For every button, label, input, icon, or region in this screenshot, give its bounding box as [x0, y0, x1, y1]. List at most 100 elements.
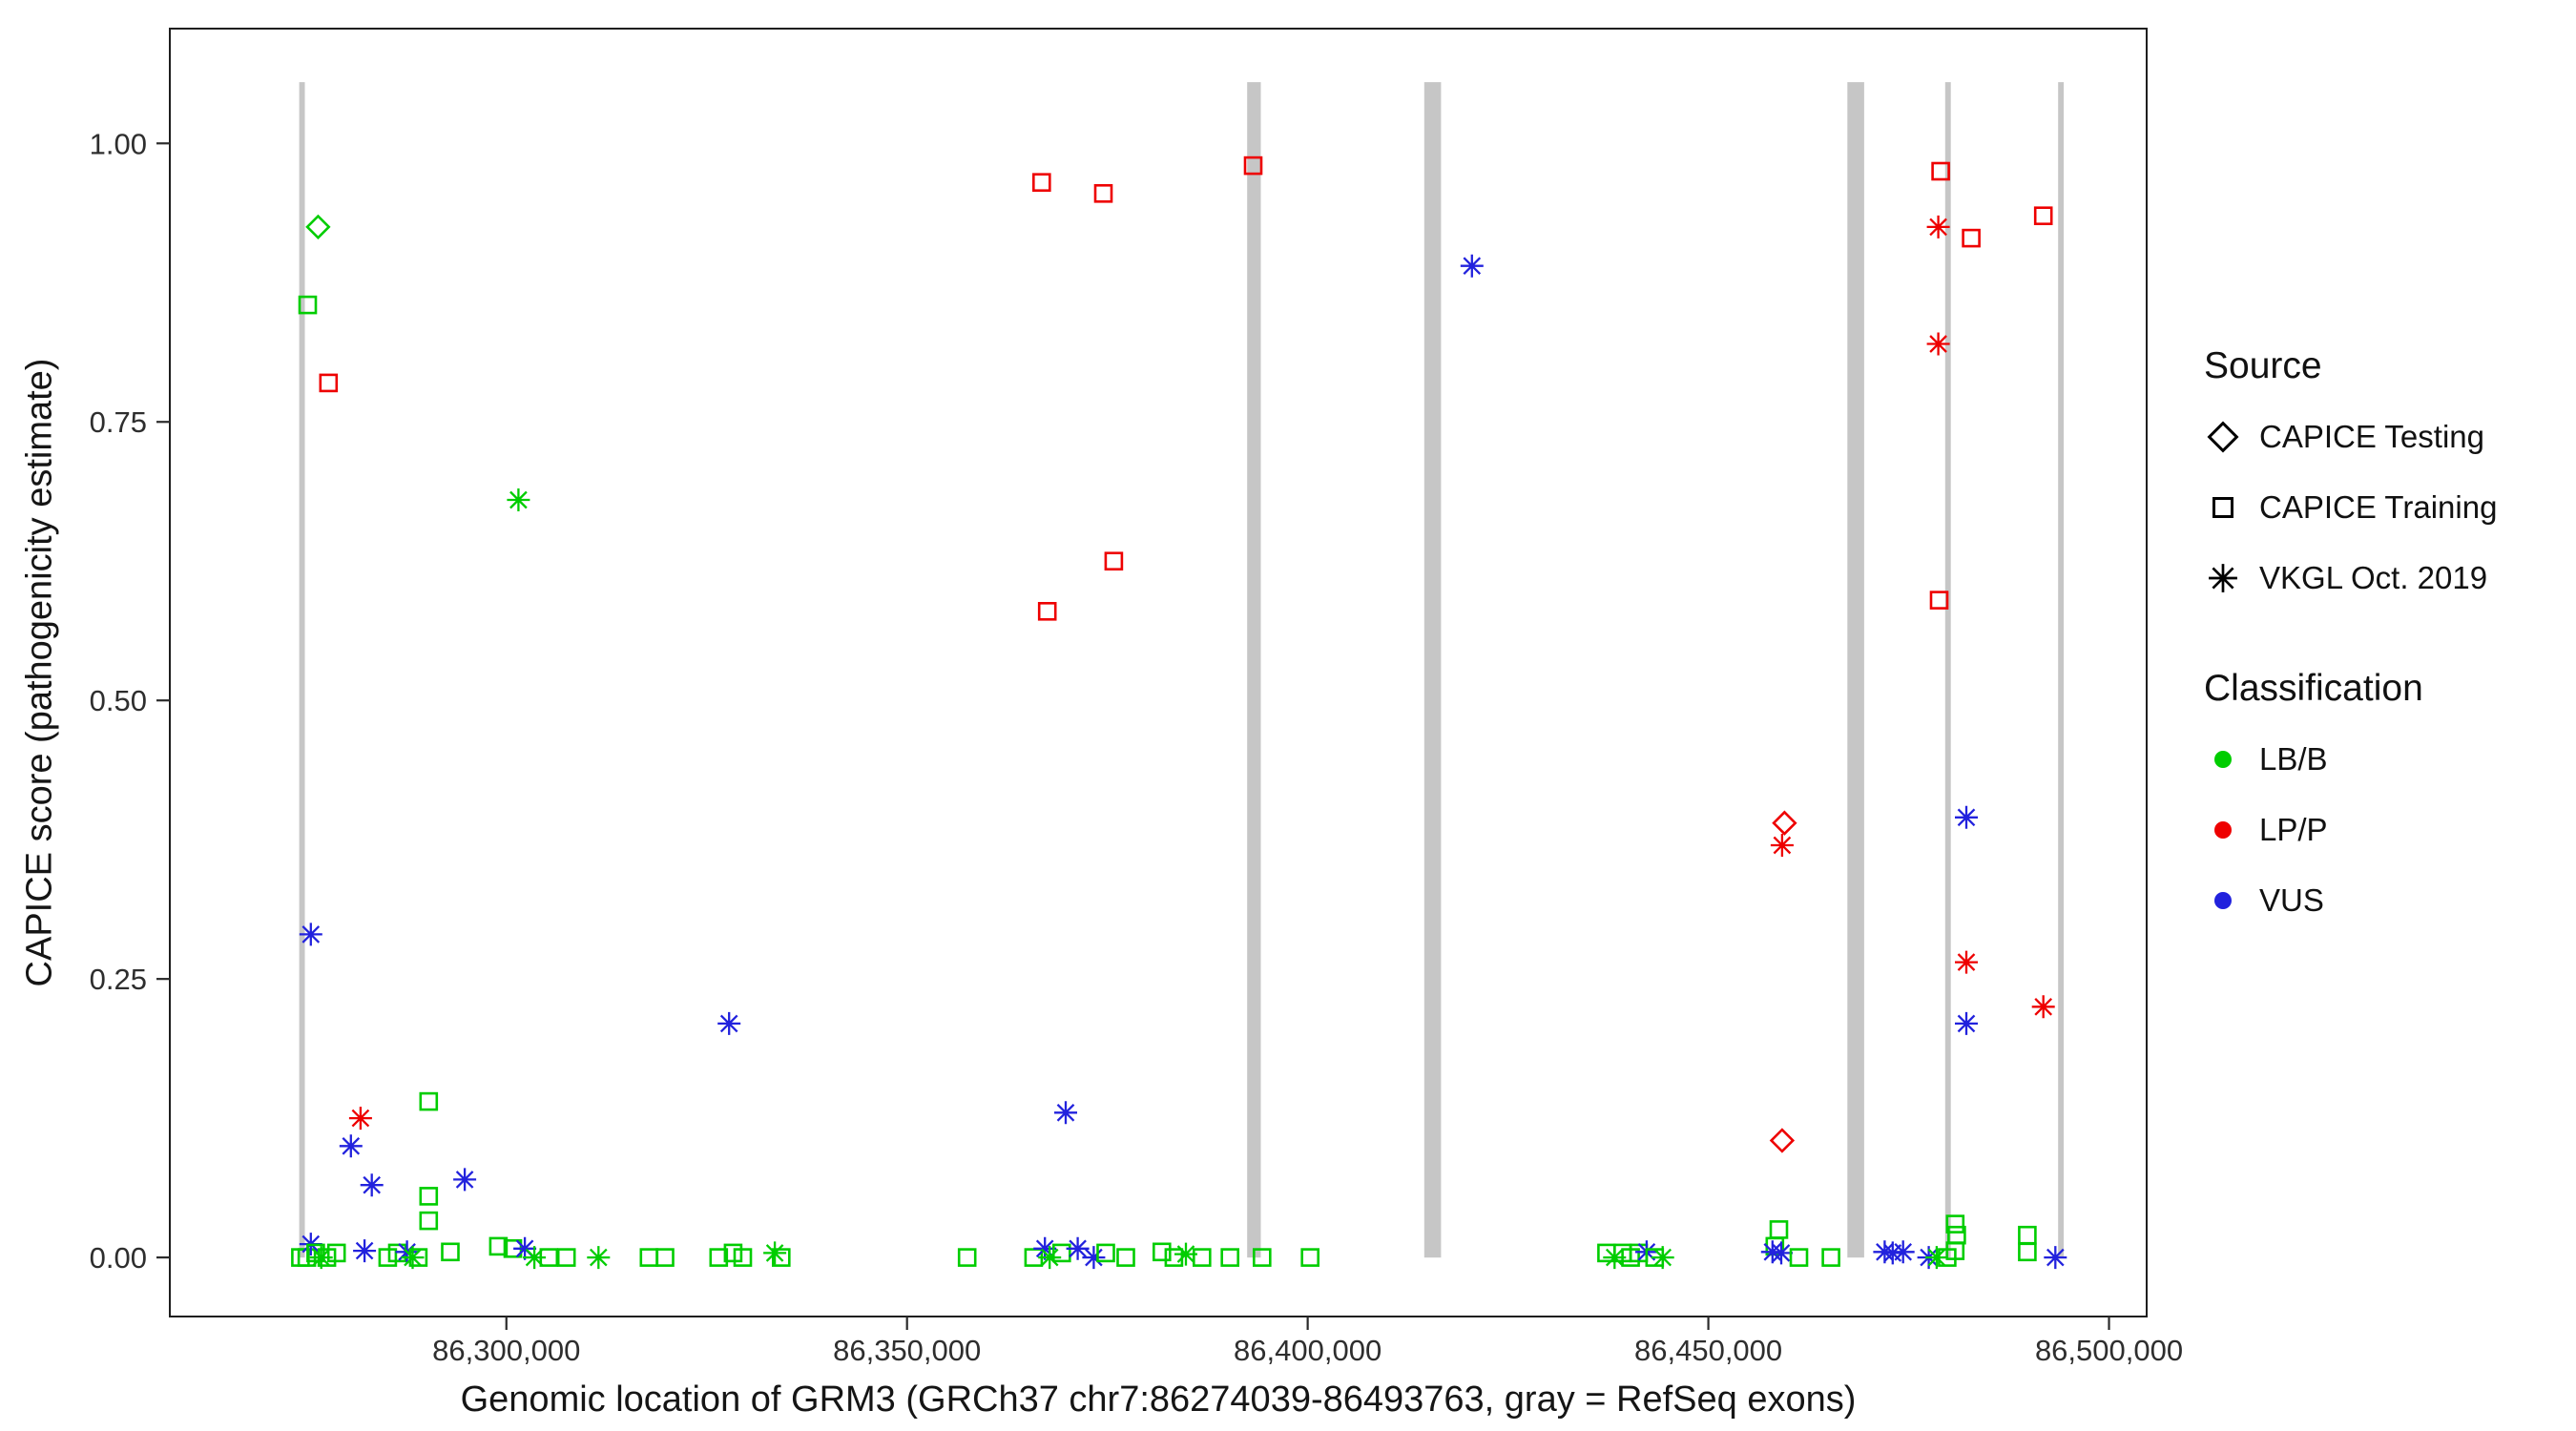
data-point — [1789, 1248, 1809, 1267]
data-point — [1926, 215, 1950, 238]
data-point — [957, 1248, 977, 1267]
legend-item-label: CAPICE Testing — [2259, 419, 2484, 454]
legend-item-label: LB/B — [2259, 741, 2328, 777]
legend-classification-title: Classification — [2204, 668, 2423, 709]
data-point — [1955, 950, 1978, 974]
y-tick-label: 1.00 — [90, 127, 147, 160]
legend-item-vus: VUS — [2204, 881, 2497, 920]
data-point — [1037, 601, 1057, 621]
legend-item-lbb: LB/B — [2204, 740, 2497, 778]
x-tick-label: 86,350,000 — [833, 1334, 981, 1367]
data-point — [1931, 161, 1950, 181]
asterisk-icon — [2204, 559, 2242, 597]
data-point — [1164, 1248, 1184, 1267]
data-point — [419, 1091, 439, 1111]
data-point — [655, 1248, 675, 1267]
data-point — [378, 1248, 398, 1267]
data-point — [1938, 1248, 1957, 1267]
data-point — [1220, 1248, 1239, 1267]
data-point — [1924, 1246, 1948, 1270]
data-point — [1772, 810, 1797, 836]
data-point — [587, 1246, 611, 1270]
x-tick-label: 86,500,000 — [2035, 1334, 2183, 1367]
data-point — [556, 1248, 576, 1267]
legend-source-section: Source CAPICE Testing CAPICE Training VK… — [2204, 345, 2497, 597]
data-point — [2018, 1242, 2037, 1262]
x-tick-label: 86,450,000 — [1634, 1334, 1782, 1367]
data-point — [317, 1248, 337, 1267]
data-point — [507, 488, 530, 511]
data-point — [419, 1187, 439, 1206]
data-point — [309, 1246, 333, 1270]
data-point — [1769, 1220, 1789, 1239]
data-point — [419, 1211, 439, 1231]
y-tick-label: 0.25 — [90, 963, 147, 996]
data-point — [2018, 1225, 2037, 1245]
data-point — [1460, 254, 1484, 278]
legend-classification-section: Classification LB/B LP/P VUS — [2204, 668, 2497, 920]
legend-item-capice-training: CAPICE Training — [2204, 488, 2497, 527]
data-point — [298, 295, 318, 315]
exon-bar — [1247, 82, 1261, 1258]
data-point — [339, 1134, 363, 1158]
exon-bar — [299, 82, 305, 1258]
y-axis-title: CAPICE score (pathogenicity estimate) — [19, 358, 60, 987]
square-icon — [2204, 488, 2242, 527]
data-point — [1243, 156, 1263, 176]
data-point — [513, 1236, 537, 1260]
data-point — [401, 1246, 425, 1270]
data-point — [1945, 1214, 1965, 1234]
data-point — [1066, 1236, 1090, 1260]
y-tick-label: 0.00 — [90, 1241, 147, 1275]
data-point — [1770, 1241, 1793, 1265]
data-point — [1962, 228, 1981, 248]
data-point — [441, 1242, 460, 1262]
data-point — [639, 1248, 659, 1267]
data-point — [1033, 1236, 1057, 1260]
data-point — [1174, 1242, 1197, 1266]
data-point — [1093, 184, 1113, 203]
data-point — [1116, 1248, 1135, 1267]
data-point — [733, 1248, 753, 1267]
exon-bar — [1423, 82, 1442, 1258]
data-point — [2031, 995, 2055, 1019]
legend-item-label: VKGL Oct. 2019 — [2259, 560, 2488, 595]
data-point — [1929, 591, 1949, 610]
data-point — [717, 1011, 741, 1035]
legend-source-title: Source — [2204, 345, 2322, 386]
data-point — [326, 1243, 346, 1263]
data-point — [771, 1248, 791, 1267]
data-point — [2044, 1246, 2067, 1270]
exon-bar — [1944, 82, 1951, 1258]
data-point — [1038, 1246, 1062, 1270]
data-point — [1253, 1248, 1272, 1267]
legend-item-vkgl: VKGL Oct. 2019 — [2204, 559, 2497, 597]
data-point — [408, 1248, 428, 1267]
data-point — [305, 214, 331, 240]
diamond-icon — [2204, 418, 2242, 456]
data-point — [299, 923, 322, 946]
data-point — [1770, 834, 1794, 857]
legend-item-label: CAPICE Training — [2259, 489, 2498, 525]
data-point — [306, 1243, 325, 1263]
data-point — [1054, 1101, 1077, 1125]
x-tick-label: 86,400,000 — [1234, 1334, 1381, 1367]
data-point — [1052, 1243, 1071, 1263]
y-tick-label: 0.75 — [90, 405, 147, 439]
vus-dot-icon — [2204, 881, 2242, 920]
data-point — [1153, 1242, 1172, 1262]
legend-item-label: LP/P — [2259, 812, 2328, 847]
data-point — [1955, 805, 1978, 829]
data-point — [1891, 1240, 1915, 1264]
data-point — [1082, 1246, 1106, 1270]
data-point — [763, 1241, 787, 1265]
legend: Source CAPICE Testing CAPICE Training VK… — [2204, 345, 2497, 952]
legend-item-lpp: LP/P — [2204, 811, 2497, 849]
data-point — [1769, 1128, 1796, 1153]
data-point — [319, 373, 339, 393]
y-tick-label: 0.50 — [90, 684, 147, 717]
data-point — [1193, 1248, 1212, 1267]
data-point — [1032, 173, 1051, 192]
data-point — [1821, 1248, 1840, 1267]
data-point — [1955, 1011, 1978, 1035]
